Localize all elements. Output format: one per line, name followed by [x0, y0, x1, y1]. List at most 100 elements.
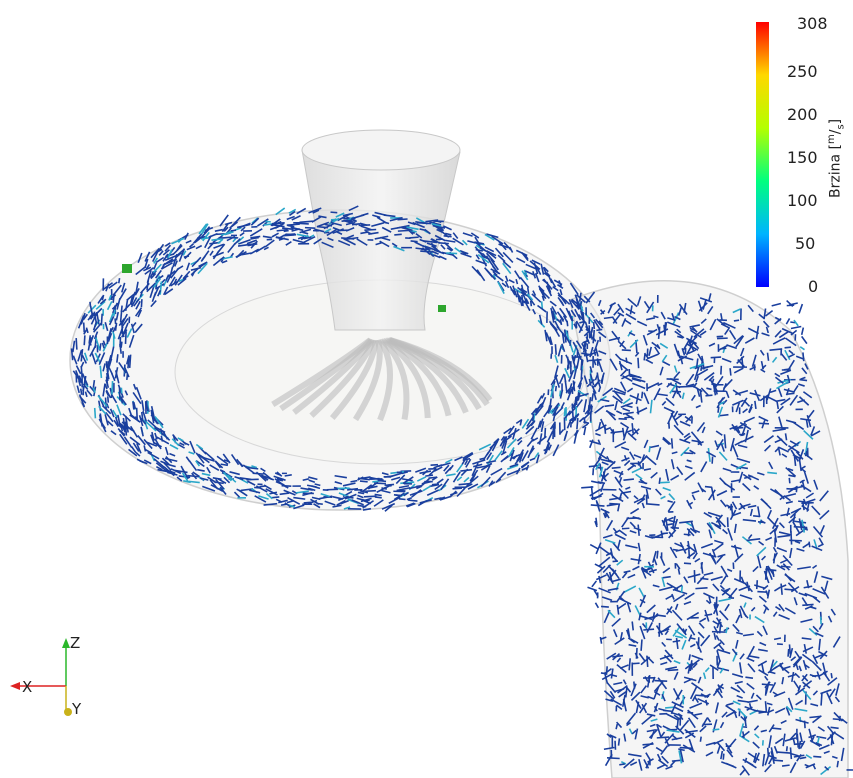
velocity-arrow [754, 733, 760, 739]
velocity-arrow [820, 692, 823, 706]
velocity-arrow [185, 456, 191, 462]
velocity-arrow [571, 412, 580, 422]
velocity-arrow [732, 399, 744, 406]
velocity-arrow [504, 275, 509, 282]
velocity-arrow [643, 439, 649, 449]
velocity-arrow [119, 422, 126, 429]
velocity-arrow [440, 244, 446, 250]
velocity-arrow [743, 715, 748, 722]
velocity-arrow [711, 378, 715, 386]
velocity-arrow [659, 366, 664, 376]
velocity-arrow [202, 231, 210, 242]
velocity-arrow [547, 444, 552, 451]
colorbar-tick-label: 250 [787, 62, 818, 81]
high-velocity-marker [438, 305, 446, 312]
velocity-arrow [438, 255, 447, 261]
velocity-arrow [663, 516, 674, 523]
velocity-arrow [774, 329, 782, 338]
velocity-arrow [619, 632, 624, 640]
velocity-arrow [124, 390, 129, 396]
velocity-arrow [720, 588, 733, 598]
velocity-arrow [717, 344, 729, 352]
velocity-arrow [76, 385, 80, 394]
velocity-arrow [429, 252, 435, 258]
colorbar-tick-label: 0 [808, 277, 819, 296]
velocity-arrow [813, 571, 819, 583]
velocity-arrow [568, 299, 574, 309]
velocity-arrow [551, 310, 556, 320]
velocity-arrow [800, 618, 813, 623]
velocity-arrow [82, 322, 86, 333]
velocity-arrow [741, 730, 750, 738]
velocity-arrow [122, 303, 131, 313]
velocity-arrow [184, 232, 189, 241]
velocity-arrow [788, 353, 796, 358]
velocity-arrow [486, 452, 493, 461]
velocity-arrow [653, 315, 659, 319]
velocity-arrow [99, 298, 107, 305]
velocity-arrow [803, 430, 814, 440]
velocity-arrow [109, 408, 115, 418]
velocity-arrow [827, 615, 833, 623]
velocity-arrow [715, 617, 724, 628]
velocity-arrow [582, 311, 585, 323]
velocity-arrow [234, 475, 244, 481]
velocity-arrow [648, 728, 659, 739]
velocity-arrow [831, 755, 838, 760]
velocity-arrow [798, 665, 802, 672]
velocity-arrow [618, 597, 632, 605]
velocity-arrow [673, 671, 679, 680]
velocity-arrow [117, 326, 124, 340]
velocity-arrow [123, 366, 130, 378]
velocity-arrow [189, 440, 196, 454]
velocity-arrow [679, 520, 693, 524]
velocity-arrow [324, 223, 333, 227]
velocity-arrow [471, 462, 479, 477]
velocity-arrow [121, 317, 129, 328]
velocity-arrow [579, 300, 583, 307]
velocity-arrow [624, 319, 632, 325]
velocity-arrow [808, 734, 817, 739]
velocity-arrow [787, 467, 794, 472]
velocity-arrow [639, 625, 646, 640]
velocity-arrow [607, 609, 616, 619]
velocity-arrow [734, 440, 743, 446]
velocity-arrow [595, 501, 601, 512]
velocity-arrow [169, 443, 179, 450]
velocity-arrow [585, 336, 591, 344]
velocity-arrow [377, 479, 387, 483]
velocity-arrow [177, 437, 184, 442]
velocity-arrow [454, 247, 462, 253]
velocity-arrow [383, 214, 396, 218]
velocity-arrow [621, 317, 627, 327]
velocity-arrow [143, 419, 149, 430]
velocity-arrow [80, 348, 84, 362]
velocity-arrow [623, 478, 635, 481]
velocity-arrow [600, 418, 607, 430]
velocity-arrow [671, 736, 683, 741]
velocity-arrow [282, 227, 294, 231]
velocity-arrow [795, 663, 799, 671]
velocity-arrow [710, 576, 723, 581]
velocity-arrow [595, 574, 607, 581]
velocity-arrow [766, 702, 773, 706]
velocity-arrow [686, 527, 695, 537]
velocity-arrow [365, 230, 373, 235]
velocity-arrow [630, 691, 641, 701]
velocity-arrow [769, 659, 775, 673]
velocity-arrow [302, 478, 310, 482]
velocity-arrow [566, 388, 573, 401]
velocity-arrow [110, 346, 115, 359]
velocity-arrow [656, 753, 662, 761]
velocity-arrow [135, 451, 141, 457]
velocity-arrow [791, 671, 795, 683]
velocity-arrow [637, 455, 648, 466]
velocity-arrow [362, 507, 372, 511]
velocity-arrow [697, 631, 705, 639]
velocity-arrow [600, 398, 610, 403]
velocity-arrow [674, 635, 683, 639]
velocity-arrow [800, 376, 806, 381]
velocity-arrow [787, 648, 790, 657]
